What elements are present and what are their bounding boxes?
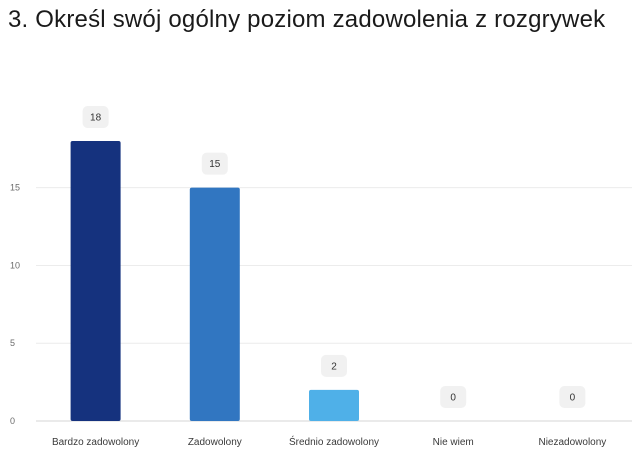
y-tick-label: 0: [10, 416, 15, 426]
gridlines: [36, 187, 632, 422]
bar: [189, 187, 240, 421]
x-category-label: Zadowolony: [188, 437, 242, 448]
x-category-label: Niezadowolony: [538, 437, 606, 448]
x-category-label: Średnio zadowolony: [289, 435, 379, 448]
data-label: 0: [570, 393, 576, 404]
data-label: 15: [209, 159, 221, 170]
question-title: 3. Określ swój ogólny poziom zadowolenia…: [8, 6, 606, 33]
data-label-bg: [559, 386, 586, 408]
bar: [309, 389, 359, 421]
data-label: 0: [450, 393, 456, 404]
labels: 0 5 10 15 18 Bardzo zadowolony 15 Zadowolony 2 Śr…: [10, 106, 606, 448]
x-category-label: Nie wiem: [433, 437, 474, 448]
data-label-bg: [201, 152, 228, 175]
y-tick-label: 5: [10, 338, 15, 348]
data-label: 2: [331, 361, 337, 372]
data-label: 18: [90, 113, 102, 124]
data-label-bg: [440, 386, 467, 408]
data-label-bg: [82, 106, 109, 128]
bar: [70, 141, 121, 421]
data-label-bg: [321, 354, 347, 377]
y-tick-label: 10: [10, 260, 20, 270]
x-category-label: Bardzo zadowolony: [52, 437, 139, 448]
bars: [70, 141, 359, 421]
y-tick-label: 15: [10, 183, 20, 193]
